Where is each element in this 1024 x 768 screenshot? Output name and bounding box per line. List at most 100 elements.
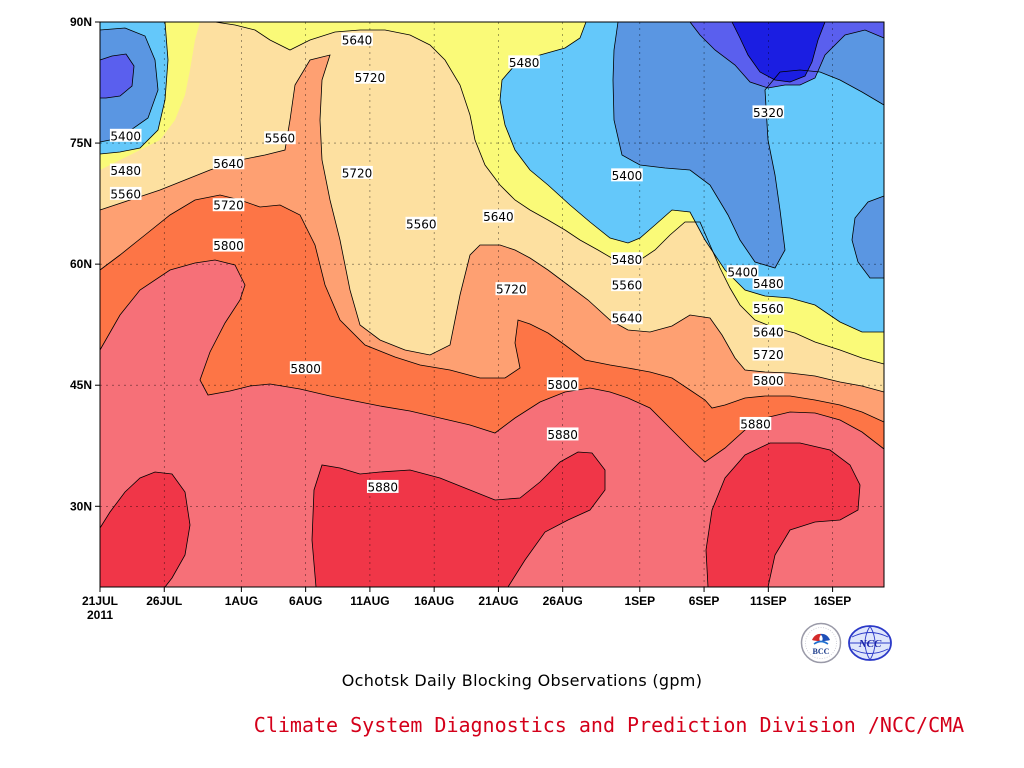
x-tick-label: 11SEP <box>750 594 787 608</box>
contour-label: 5640 <box>341 32 373 47</box>
contour-label-box <box>508 55 540 69</box>
contour-label-box <box>212 156 245 170</box>
x-tick-label: 21AUG <box>478 594 518 608</box>
contour-label: 5880 <box>739 416 772 431</box>
contour-label-box <box>289 361 322 375</box>
x-tick-label: 6SEP <box>689 594 720 608</box>
contour-label: 5400 <box>726 265 759 280</box>
fill-band-5400 <box>613 22 884 268</box>
contour-line-5560-left <box>99 21 169 155</box>
contour-line-5800 <box>99 194 885 423</box>
contour-label: 5640 <box>212 156 245 171</box>
contour-label: 5560 <box>109 186 142 201</box>
contour-label: 5720 <box>341 165 373 180</box>
contour-label-text: 5480 <box>753 277 784 291</box>
x-tick-label: 6AUG <box>289 594 322 608</box>
contour-label-text: 5720 <box>342 166 373 180</box>
contour-label-text: 5800 <box>753 374 784 388</box>
contour-line-5400-left <box>99 53 135 99</box>
contour-label-text: 5880 <box>740 417 771 431</box>
contour-label: 5640 <box>611 311 643 326</box>
contour-label: 5320 <box>752 105 785 120</box>
contour-label-box <box>109 128 142 142</box>
contour-label: 5560 <box>611 278 643 293</box>
contour-label-box <box>354 70 386 84</box>
contour-label-text: 5560 <box>110 187 141 201</box>
contour-label: 5640 <box>482 209 515 224</box>
contour-label: 5720 <box>212 198 245 213</box>
svg-text:BCC: BCC <box>813 647 830 656</box>
contour-label: 5560 <box>264 131 296 146</box>
contour-label-text: 5880 <box>547 428 578 442</box>
contour-label-text: 5480 <box>110 164 141 178</box>
contour-line-5400 <box>689 21 885 89</box>
contour-label: 5480 <box>109 163 142 178</box>
contour-label-text: 5640 <box>213 157 244 171</box>
contour-label: 5800 <box>289 361 322 376</box>
x-tick-label: 26AUG <box>543 594 583 608</box>
y-tick-label: 75N <box>70 136 92 150</box>
contour-label-text: 5560 <box>406 217 437 231</box>
contour-label-text: 5720 <box>496 283 527 297</box>
y-tick-label: 90N <box>70 15 92 29</box>
contour-label: 5400 <box>109 128 142 143</box>
contour-label-text: 5880 <box>367 480 398 494</box>
fill-band-5320-left <box>100 54 134 98</box>
contour-label: 5720 <box>495 282 528 297</box>
contour-label-box <box>611 168 643 182</box>
x-tick-label: 1AUG <box>225 594 258 608</box>
contour-label-text: 5320 <box>753 106 784 120</box>
contour-label: 5480 <box>508 55 540 70</box>
contour-label-box <box>482 209 515 223</box>
contour-label-text: 5560 <box>265 132 296 146</box>
contour-label: 5880 <box>366 479 399 494</box>
contour-label-text: 5640 <box>753 325 784 339</box>
contour-line-5320 <box>731 21 826 83</box>
bcc-logo: BCC <box>800 622 842 669</box>
contour-label-text: 5720 <box>213 199 244 213</box>
bcc-logo-icon: BCC <box>800 622 842 664</box>
contour-label-box <box>366 479 399 493</box>
contour-label-box <box>752 347 785 361</box>
svg-text:NCC: NCC <box>858 638 882 650</box>
x-tick-label: 16AUG <box>414 594 454 608</box>
contour-label-box <box>611 252 643 266</box>
contour-label-box <box>752 105 785 119</box>
contour-label: 5800 <box>752 373 785 388</box>
contour-label-text: 5560 <box>753 302 784 316</box>
contour-label: 5400 <box>611 168 643 183</box>
contour-label-text: 5800 <box>290 362 321 376</box>
contour-line-5480-right <box>851 195 885 279</box>
contour-label-box <box>212 238 245 252</box>
contour-line-5880 <box>99 259 885 463</box>
contour-line-5720 <box>99 54 885 393</box>
contour-lines <box>99 21 885 588</box>
contour-line-5960-c <box>705 442 861 588</box>
contour-label-box <box>341 32 373 46</box>
contour-labels: 5640572054805400548055605560564057205720… <box>109 32 785 494</box>
contour-label-text: 5800 <box>213 239 244 253</box>
x-axis-year-label: 2011 <box>87 608 113 622</box>
contour-label-box <box>212 198 245 212</box>
x-tick-label: 1SEP <box>624 594 655 608</box>
contour-label-box <box>405 216 438 230</box>
contour-label: 5720 <box>354 70 386 85</box>
fill-band-5480 <box>500 22 884 332</box>
ncc-logo: NCC <box>846 624 894 667</box>
contour-label-box <box>546 427 579 441</box>
contour-label-text: 5480 <box>612 253 643 267</box>
contour-label-text: 5800 <box>547 378 578 392</box>
contour-label-text: 5720 <box>355 71 386 85</box>
plot-frame <box>99 21 885 588</box>
contour-label: 5480 <box>752 276 785 291</box>
contour-label: 5720 <box>752 347 785 362</box>
contour-line-5640 <box>214 21 885 365</box>
contour-label-box <box>546 377 579 391</box>
contour-label-text: 5400 <box>612 169 643 183</box>
contour-label-box <box>726 265 759 279</box>
contour-label: 5640 <box>752 324 785 339</box>
contour-line-5960-a <box>99 471 191 588</box>
contour-label-box <box>495 282 528 296</box>
contour-label: 5560 <box>405 216 438 231</box>
